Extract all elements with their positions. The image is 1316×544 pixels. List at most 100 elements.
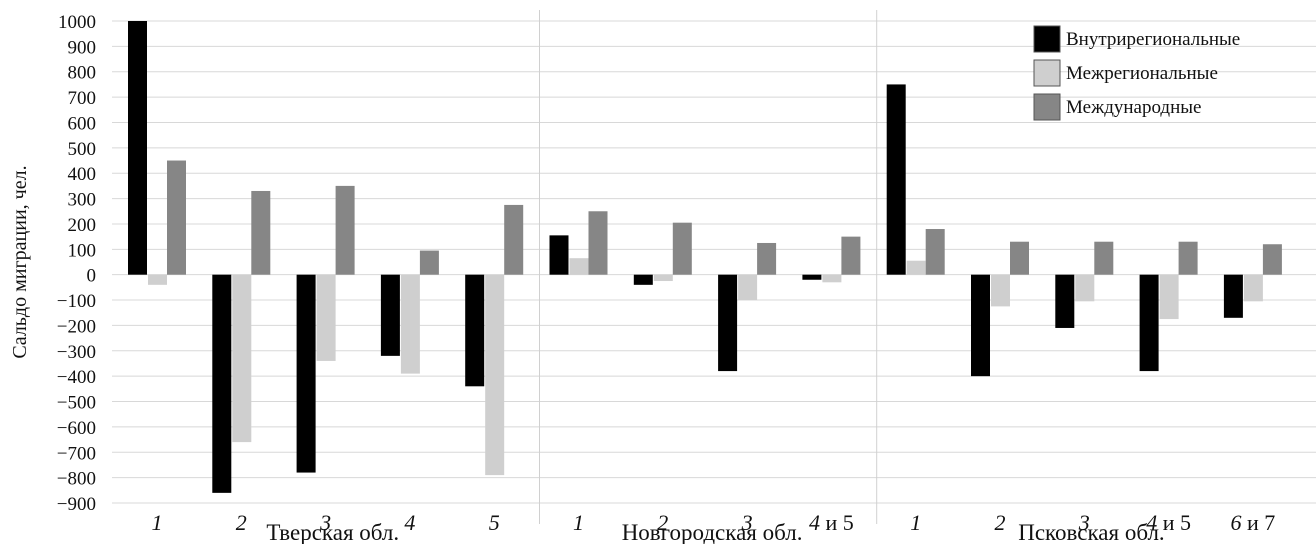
bar	[251, 190, 271, 275]
bar	[588, 211, 608, 275]
bar	[1094, 241, 1114, 275]
bar	[1178, 241, 1198, 275]
y-tick-label: −600	[57, 418, 96, 439]
legend: Внутрирегиональные Межрегиональные Междуна…	[1033, 25, 1240, 121]
bar	[296, 274, 316, 473]
bar	[841, 236, 861, 275]
legend-swatch	[1033, 93, 1061, 121]
bar	[549, 235, 569, 275]
y-tick-label: −200	[57, 316, 96, 337]
y-tick-label: 600	[68, 113, 97, 134]
bar	[653, 274, 673, 282]
y-tick-label: 500	[68, 139, 97, 160]
bars	[128, 21, 1282, 493]
y-tick-label: −100	[57, 291, 96, 312]
y-tick-label: 200	[68, 215, 97, 236]
bar	[906, 260, 926, 275]
bar	[1223, 274, 1243, 318]
group-label: Псковская обл.	[1018, 520, 1164, 544]
bar	[718, 274, 738, 372]
bar	[971, 274, 990, 377]
category-label: 3	[1078, 510, 1090, 535]
category-label: 1	[910, 510, 921, 535]
y-tick-label: 900	[68, 37, 97, 58]
y-tick-label: 400	[68, 164, 97, 185]
bar	[991, 274, 1010, 307]
y-axis-label: Сальдо миграции, чел.	[9, 165, 31, 358]
bar	[569, 258, 589, 275]
y-tick-label: −800	[57, 469, 96, 490]
y-tick-label: 700	[68, 88, 97, 109]
y-tick-label: 100	[68, 240, 97, 261]
bar	[886, 84, 906, 275]
category-number: 3	[1078, 510, 1090, 535]
bar	[128, 21, 147, 275]
category-label: 6 и 7	[1231, 510, 1276, 535]
bar	[316, 274, 336, 361]
bar	[822, 274, 842, 283]
bar	[1139, 274, 1159, 372]
category-label: 4 и 5	[809, 510, 854, 535]
group-label: Новгородская обл.	[622, 520, 803, 544]
y-tick-label: 0	[87, 266, 97, 287]
category-label: 3	[319, 510, 331, 535]
y-tick-label: −700	[57, 443, 96, 464]
category-label: 2	[995, 510, 1006, 535]
bar	[400, 274, 420, 374]
bar	[1243, 274, 1263, 302]
category-conjunction: и 7	[1242, 510, 1276, 535]
bar	[167, 160, 186, 275]
y-tick-label: −400	[57, 367, 96, 388]
legend-label: Внутрирегиональные	[1066, 29, 1240, 50]
bar	[672, 222, 692, 275]
bar	[633, 274, 653, 285]
bar	[465, 274, 485, 387]
category-label: 5	[489, 510, 500, 535]
category-labels: 1 2 3 4 5 1 2 3 4 и 5 1 2 3 4 и 5 6 и 7	[152, 510, 1276, 535]
category-number: 1	[910, 510, 921, 535]
category-number: 5	[489, 510, 500, 535]
category-number: 2	[995, 510, 1006, 535]
category-conjunction: и 5	[820, 510, 854, 535]
category-label: 4 и 5	[1146, 510, 1191, 535]
y-tick-label: 800	[68, 63, 97, 84]
y-tick-label: −500	[57, 393, 96, 414]
category-number: 4	[809, 510, 820, 535]
bar	[802, 274, 822, 280]
legend-swatch	[1033, 59, 1061, 87]
category-label: 2	[236, 510, 247, 535]
category-number: 3	[319, 510, 331, 535]
bar	[1010, 241, 1029, 275]
bar	[1262, 244, 1282, 275]
y-tick-label: 300	[68, 190, 97, 211]
bar	[1075, 274, 1095, 302]
bar	[212, 274, 232, 493]
category-label: 1	[573, 510, 584, 535]
legend-swatch	[1033, 25, 1061, 53]
category-number: 4	[404, 510, 415, 535]
y-tick-label: 1000	[58, 12, 96, 33]
category-number: 1	[573, 510, 584, 535]
category-label: 1	[152, 510, 163, 535]
grid-lines	[112, 20, 1316, 504]
bar	[925, 229, 945, 275]
y-axis-ticks: 10009008007006005004003002001000−100−200…	[57, 12, 96, 515]
category-number: 2	[657, 510, 668, 535]
bar	[380, 274, 400, 356]
category-label: 3	[741, 510, 753, 535]
category-label: 4	[404, 510, 415, 535]
legend-label: Международные	[1066, 97, 1201, 118]
category-number: 1	[152, 510, 163, 535]
bar	[504, 204, 524, 275]
bar	[148, 274, 167, 285]
bar	[1159, 274, 1179, 320]
category-conjunction: и 5	[1157, 510, 1191, 535]
legend-label: Межрегиональные	[1066, 63, 1218, 84]
category-number: 6	[1231, 510, 1242, 535]
group-separators	[539, 10, 878, 524]
category-number: 4	[1146, 510, 1157, 535]
category-number: 2	[236, 510, 247, 535]
bar	[757, 242, 777, 275]
